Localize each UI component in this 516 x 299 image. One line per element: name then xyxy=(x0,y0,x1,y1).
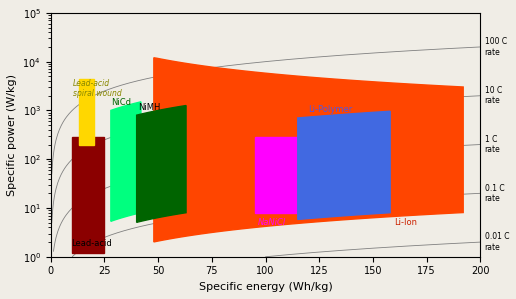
Text: 100 C
rate: 100 C rate xyxy=(485,37,507,57)
Text: Li-Polymer: Li-Polymer xyxy=(309,105,353,114)
Text: 0.01 C
rate: 0.01 C rate xyxy=(485,232,509,252)
Text: Li-Ion: Li-Ion xyxy=(394,218,417,227)
Text: Lead-acid
spiral wound: Lead-acid spiral wound xyxy=(73,79,122,98)
Text: NiCd: NiCd xyxy=(111,97,132,106)
Polygon shape xyxy=(298,111,390,219)
Polygon shape xyxy=(78,79,94,144)
Y-axis label: Specific power (W/kg): Specific power (W/kg) xyxy=(7,74,17,196)
Text: 0.1 C
rate: 0.1 C rate xyxy=(485,184,504,203)
Polygon shape xyxy=(255,137,300,213)
Text: NaNiCl: NaNiCl xyxy=(258,218,286,227)
Text: 10 C
rate: 10 C rate xyxy=(485,86,502,106)
Polygon shape xyxy=(154,58,463,242)
Polygon shape xyxy=(137,106,186,222)
Polygon shape xyxy=(72,137,104,253)
Polygon shape xyxy=(111,102,141,221)
Text: Lead-acid: Lead-acid xyxy=(71,239,112,248)
Text: NiMH: NiMH xyxy=(138,103,160,112)
Text: 1 C
rate: 1 C rate xyxy=(485,135,501,154)
X-axis label: Specific energy (Wh/kg): Specific energy (Wh/kg) xyxy=(199,282,332,292)
